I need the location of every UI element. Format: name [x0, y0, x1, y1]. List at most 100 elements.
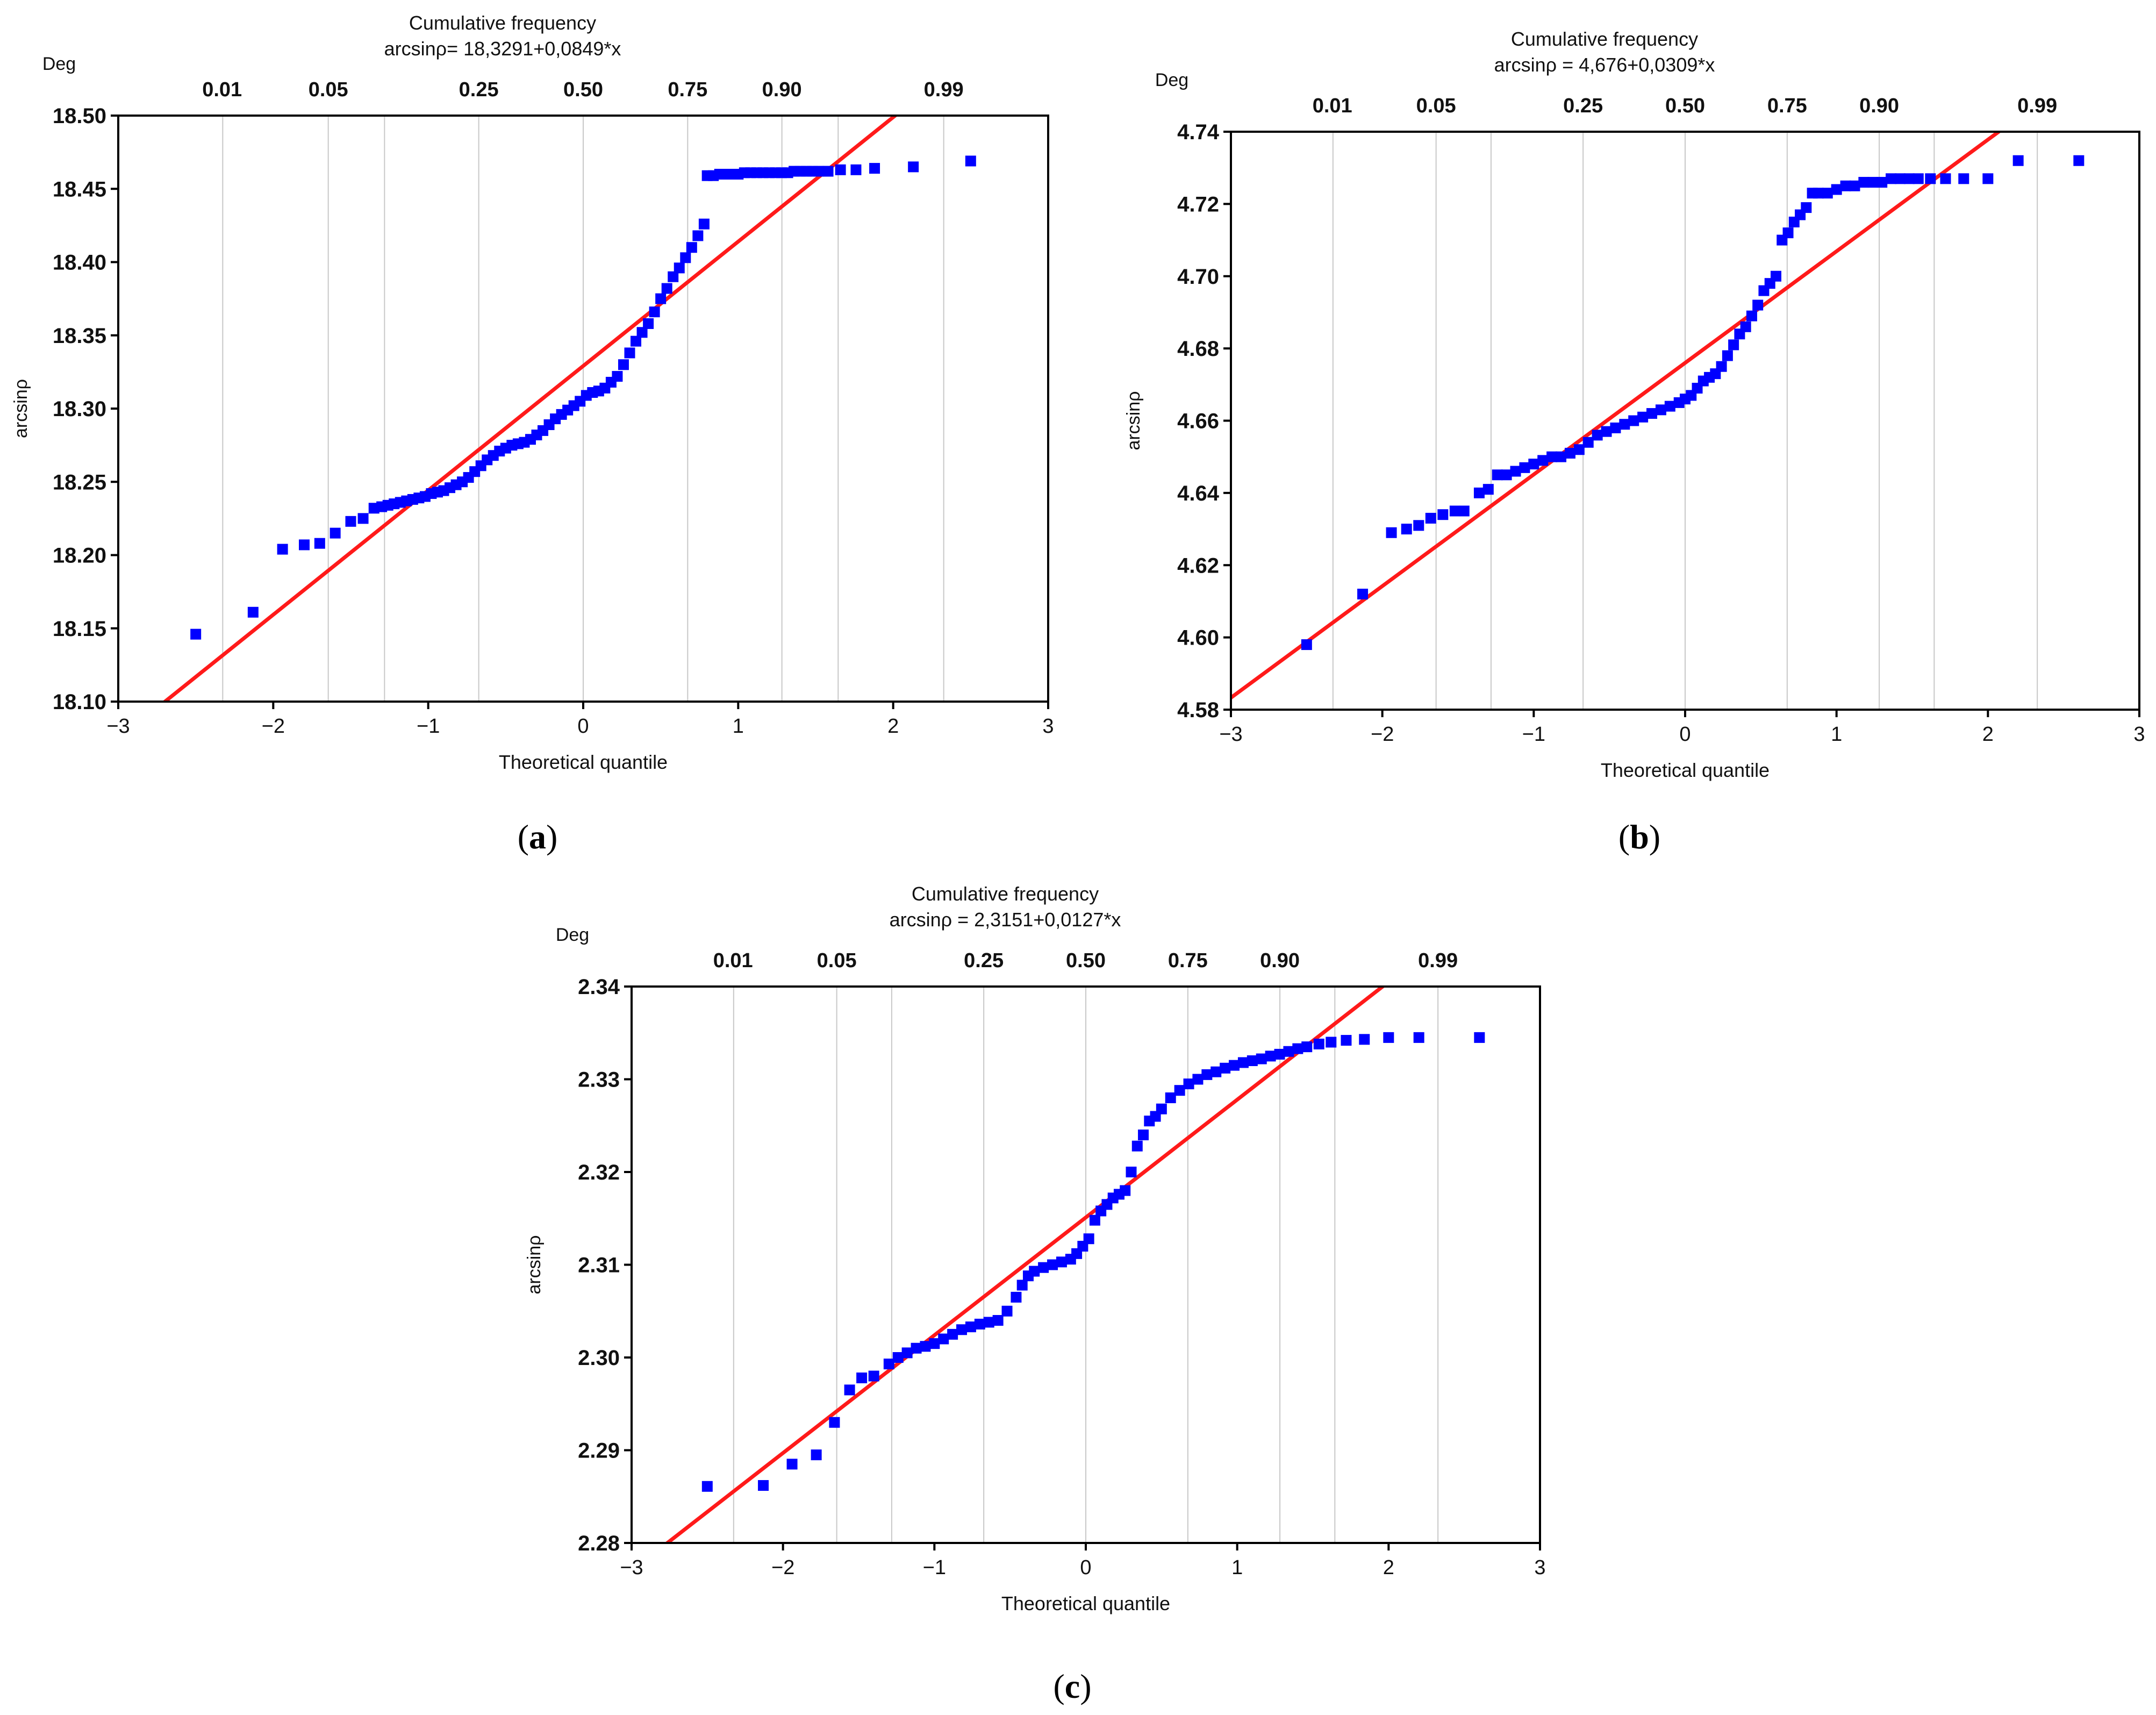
- data-point: [856, 1372, 868, 1383]
- data-point: [190, 628, 202, 640]
- y-tick-label: 18.10: [53, 690, 106, 714]
- data-point: [1449, 505, 1460, 517]
- data-point: [2012, 155, 2024, 166]
- fit-line: [162, 116, 898, 702]
- qq-plot-b: 4.58 4.60 4.62 4.64 4.66 4.68 4.70 4.72 4.74 −3 −2…: [1123, 28, 2145, 781]
- data-point: [1610, 422, 1621, 433]
- data-point: [1210, 1066, 1222, 1077]
- data-point: [1982, 173, 1994, 184]
- y-tick-label: 4.64: [1177, 482, 1220, 505]
- data-point: [636, 327, 648, 338]
- probability-label: 0.99: [1418, 949, 1458, 972]
- data-point: [631, 335, 642, 347]
- data-point: [1120, 1185, 1131, 1196]
- data-point: [1876, 177, 1888, 188]
- data-point: [1746, 310, 1757, 321]
- data-point: [892, 1352, 904, 1363]
- data-point: [1237, 1057, 1249, 1068]
- x-axis-label: Theoretical quantile: [1001, 1592, 1170, 1614]
- data-point: [813, 166, 825, 177]
- data-point: [1473, 487, 1485, 498]
- x-tick-label: −1: [1522, 723, 1545, 746]
- y-axis-label: arcsinρ: [524, 1235, 545, 1294]
- data-point: [1301, 639, 1312, 651]
- data-point: [1801, 202, 1812, 213]
- data-point: [1752, 299, 1764, 311]
- data-point: [829, 1417, 840, 1428]
- y-tick-label: 18.45: [53, 177, 106, 201]
- panel-label-b: (b): [1618, 818, 1661, 856]
- data-point: [1201, 1069, 1213, 1080]
- data-point: [956, 1324, 968, 1335]
- data-point: [1047, 1259, 1058, 1270]
- data-point: [965, 1321, 976, 1333]
- data-point: [983, 1317, 994, 1328]
- y-tick-label: 18.50: [53, 104, 106, 128]
- probability-label: 0.05: [817, 949, 857, 972]
- probability-label: 0.99: [924, 78, 964, 101]
- data-point: [1292, 1043, 1303, 1054]
- data-point: [649, 306, 660, 318]
- chart-title: Cumulative frequency: [1511, 28, 1698, 50]
- x-tick-label: −1: [417, 715, 440, 738]
- data-point: [1958, 173, 1969, 184]
- chart-title: Cumulative frequency: [409, 12, 596, 34]
- chart-subtitle: arcsinρ = 4,676+0,0309*x: [1494, 54, 1715, 76]
- data-point: [1492, 469, 1503, 481]
- probability-label: 0.75: [1168, 949, 1208, 972]
- y-unit-label: Deg: [556, 925, 589, 945]
- chart-subtitle: arcsinρ = 2,3151+0,0127*x: [890, 909, 1121, 931]
- data-point: [1664, 401, 1675, 412]
- data-point: [920, 1341, 931, 1352]
- data-point: [624, 347, 635, 359]
- data-point: [1383, 1032, 1394, 1043]
- x-axis-label: Theoretical quantile: [1601, 759, 1770, 781]
- y-tick-label: 18.40: [53, 251, 106, 275]
- data-point: [1546, 451, 1558, 462]
- x-tick-label: 1: [1831, 723, 1842, 746]
- y-unit-label: Deg: [1155, 70, 1188, 90]
- y-tick-label: 18.30: [53, 397, 106, 421]
- data-point: [1256, 1053, 1267, 1064]
- y-tick-label: 2.30: [578, 1346, 620, 1370]
- y-unit-label: Deg: [42, 54, 76, 74]
- data-point: [947, 1328, 958, 1340]
- data-point: [2073, 155, 2085, 166]
- data-point: [1528, 459, 1539, 470]
- data-point: [1220, 1062, 1231, 1074]
- probability-label: 0.25: [1563, 95, 1603, 117]
- data-point: [758, 1480, 769, 1491]
- panel-letter-a: a: [529, 818, 546, 856]
- data-point: [1582, 437, 1594, 448]
- data-point: [643, 318, 654, 329]
- data-point: [1401, 524, 1412, 535]
- data-point: [1301, 1041, 1313, 1053]
- x-tick-label: 2: [1982, 723, 1994, 746]
- data-point: [1556, 451, 1567, 462]
- y-tick-label: 4.74: [1177, 120, 1220, 144]
- qq-plot-a: 18.10 18.15 18.20 18.25 18.30 18.35 18.40 18.45…: [11, 12, 1054, 773]
- probability-label: 0.90: [762, 78, 802, 101]
- chart-subtitle: arcsinρ= 18,3291+0,0849*x: [384, 38, 621, 60]
- data-point: [869, 163, 880, 174]
- panel-letter-b: b: [1630, 818, 1649, 856]
- data-point: [1283, 1046, 1294, 1057]
- probability-label: 0.75: [1767, 95, 1807, 117]
- data-point: [786, 1459, 798, 1470]
- y-tick-label: 4.72: [1177, 192, 1219, 216]
- probability-label: 0.99: [2017, 95, 2057, 117]
- data-point: [1131, 1140, 1143, 1152]
- x-tick-label: 1: [733, 715, 744, 738]
- data-point: [661, 283, 672, 294]
- data-point: [1011, 1291, 1022, 1303]
- probability-label: 0.05: [1416, 95, 1456, 117]
- x-tick-label: −3: [106, 715, 130, 738]
- data-point: [655, 293, 667, 304]
- data-point: [1637, 411, 1649, 423]
- data-point: [1174, 1085, 1185, 1096]
- x-tick-label: −2: [1371, 723, 1394, 746]
- y-tick-label: 4.62: [1177, 554, 1219, 577]
- x-tick-label: 0: [577, 715, 589, 738]
- data-point: [1822, 188, 1833, 199]
- data-point: [1437, 509, 1449, 520]
